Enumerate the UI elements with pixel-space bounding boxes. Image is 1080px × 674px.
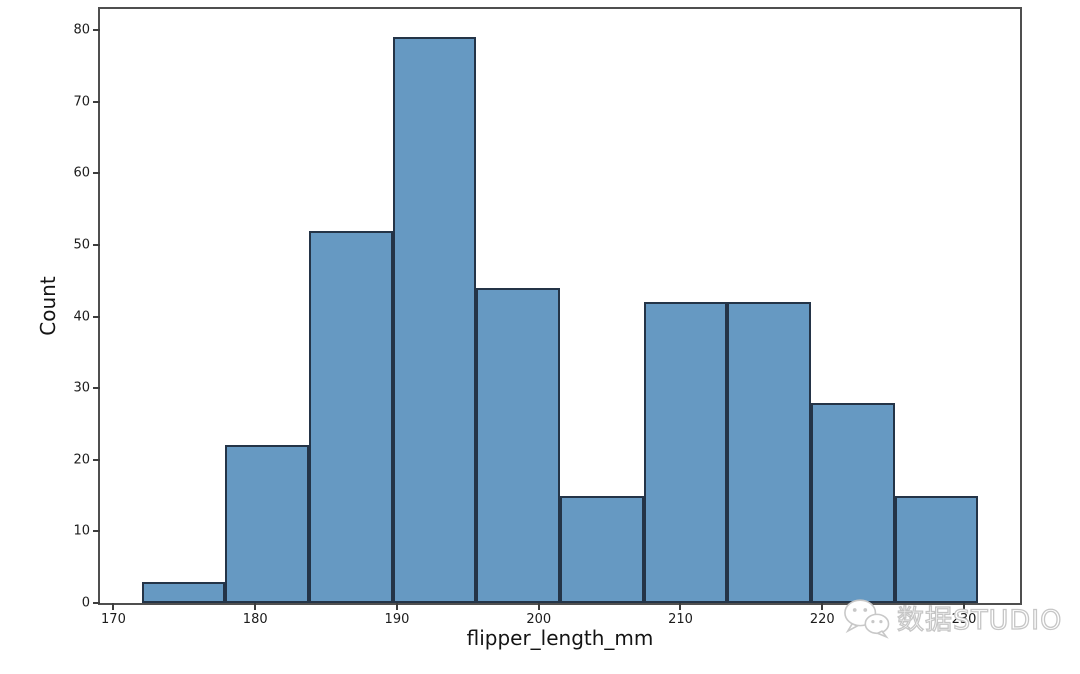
x-tick-mark (537, 603, 540, 610)
plot-area: 170 180 190 200 210 220 230 0 10 20 30 40 50 60 70 80 (73, 7, 1022, 627)
x-tick-mark (112, 603, 115, 610)
x-tick-label: 190 (384, 612, 410, 627)
y-tick-label: 80 (73, 22, 90, 38)
y-tick-label: 50 (73, 237, 90, 253)
watermark: 数据STUDIO (842, 597, 1062, 643)
histogram-bar (727, 302, 811, 603)
x-axis-label: flipper_length_mm (466, 626, 654, 650)
y-tick-mark (93, 530, 100, 533)
x-tick-mark (395, 603, 398, 610)
y-tick-mark (93, 387, 100, 390)
y-tick-label: 10 (73, 523, 90, 539)
y-tick-label: 40 (73, 309, 90, 325)
y-tick-mark (93, 243, 100, 246)
x-tick-mark (254, 603, 257, 610)
y-axis-label: Count (36, 276, 60, 336)
y-tick-mark (93, 458, 100, 461)
y-tick-label: 70 (73, 94, 90, 110)
x-tick-label: 180 (242, 612, 268, 627)
y-tick-label: 60 (73, 165, 90, 181)
y-tick-mark (93, 602, 100, 604)
y-tick-label: 0 (81, 595, 90, 611)
histogram-bar (560, 495, 644, 603)
y-tick-label: 30 (73, 380, 90, 396)
histogram-bar (225, 445, 310, 603)
y-tick-mark (93, 100, 100, 103)
wechat-icon (842, 597, 890, 643)
y-tick-label: 20 (73, 452, 90, 468)
x-tick-label: 220 (809, 612, 835, 627)
x-tick-mark (679, 603, 682, 610)
x-tick-label: 170 (101, 612, 126, 627)
y-tick-mark (93, 315, 100, 318)
histogram-bar (392, 37, 477, 603)
watermark-text: 数据STUDIO (896, 604, 1063, 636)
y-tick-mark (93, 172, 100, 175)
histogram-bar (643, 302, 728, 603)
histogram-bar (309, 230, 393, 603)
histogram-bar (894, 495, 979, 603)
histogram-bar (141, 581, 226, 603)
x-tick-label: 200 (526, 612, 552, 627)
x-tick-label: 210 (668, 612, 693, 627)
y-tick-mark (93, 29, 100, 32)
histogram-bar (810, 402, 895, 603)
x-tick-label: 230 (951, 612, 977, 627)
x-tick-mark (821, 603, 824, 610)
x-tick-mark (963, 603, 965, 610)
histogram-bar (476, 287, 560, 603)
